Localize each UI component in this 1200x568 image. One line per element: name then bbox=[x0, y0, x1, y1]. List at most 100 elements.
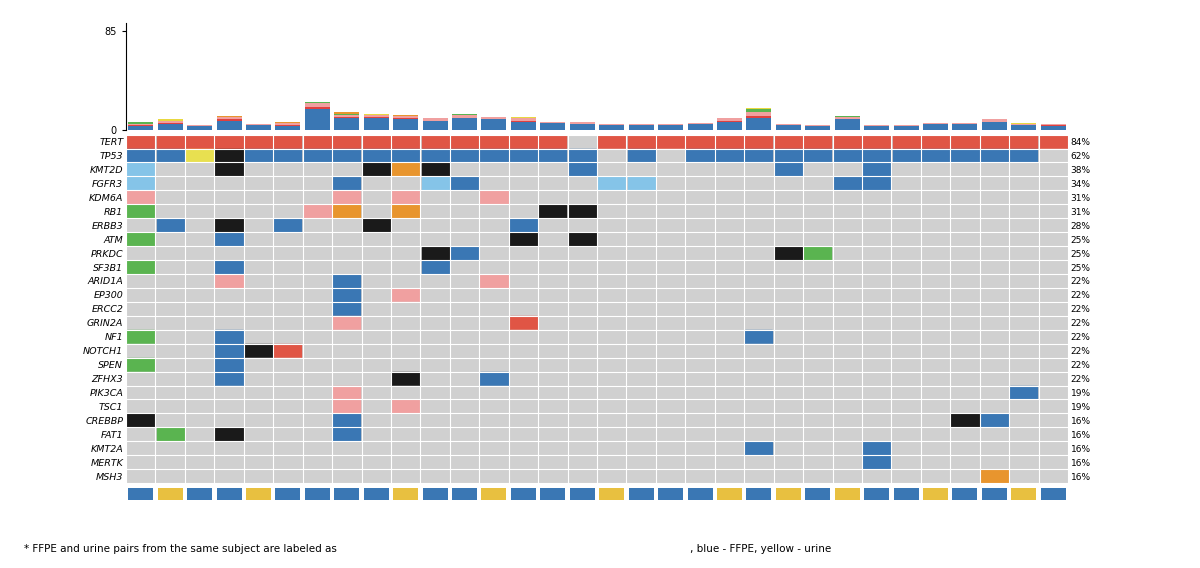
Bar bbox=[157, 442, 184, 454]
Bar bbox=[598, 261, 625, 273]
Bar bbox=[658, 163, 684, 176]
Bar bbox=[775, 316, 802, 329]
Bar bbox=[362, 149, 390, 162]
Bar bbox=[275, 470, 301, 483]
Bar bbox=[186, 205, 214, 218]
Bar bbox=[863, 247, 890, 260]
Bar bbox=[745, 149, 773, 162]
Bar bbox=[216, 289, 242, 302]
Bar bbox=[421, 289, 449, 302]
Bar bbox=[245, 428, 272, 441]
Bar bbox=[422, 118, 448, 120]
Bar bbox=[922, 261, 949, 273]
Bar bbox=[127, 177, 155, 190]
Bar bbox=[686, 135, 714, 148]
Bar bbox=[834, 442, 860, 454]
Bar bbox=[157, 344, 184, 357]
Bar bbox=[157, 233, 184, 245]
Bar bbox=[893, 331, 919, 343]
Bar bbox=[658, 386, 684, 399]
Bar bbox=[658, 470, 684, 483]
Bar bbox=[362, 191, 390, 204]
Bar bbox=[451, 274, 478, 287]
Bar bbox=[1039, 149, 1067, 162]
Bar bbox=[834, 163, 860, 176]
Bar bbox=[246, 124, 271, 126]
Bar bbox=[688, 488, 713, 500]
Bar bbox=[392, 261, 419, 273]
Bar bbox=[245, 289, 272, 302]
Bar bbox=[127, 205, 155, 218]
Bar bbox=[510, 414, 536, 427]
Bar bbox=[598, 414, 625, 427]
Bar bbox=[1012, 124, 1037, 126]
Bar bbox=[716, 289, 743, 302]
Bar bbox=[658, 177, 684, 190]
Bar bbox=[245, 233, 272, 245]
Bar bbox=[686, 149, 714, 162]
Bar bbox=[835, 119, 859, 130]
Bar bbox=[539, 247, 566, 260]
Bar bbox=[157, 316, 184, 329]
Bar bbox=[745, 163, 773, 176]
Bar bbox=[1010, 302, 1037, 315]
Bar bbox=[922, 163, 949, 176]
Bar bbox=[893, 191, 919, 204]
Bar bbox=[746, 109, 772, 112]
Bar bbox=[980, 400, 1008, 413]
Bar bbox=[1010, 344, 1037, 357]
Bar bbox=[304, 428, 331, 441]
Bar bbox=[598, 163, 625, 176]
Bar bbox=[923, 488, 948, 500]
Bar bbox=[186, 247, 214, 260]
Bar bbox=[539, 331, 566, 343]
Bar bbox=[216, 302, 242, 315]
Bar bbox=[304, 358, 331, 371]
Bar bbox=[216, 219, 242, 232]
Bar bbox=[658, 414, 684, 427]
Bar bbox=[245, 205, 272, 218]
Bar bbox=[923, 124, 948, 130]
Bar bbox=[922, 149, 949, 162]
Bar bbox=[980, 135, 1008, 148]
Bar bbox=[775, 358, 802, 371]
Bar bbox=[893, 233, 919, 245]
Bar bbox=[539, 233, 566, 245]
Bar bbox=[304, 316, 331, 329]
Bar bbox=[804, 414, 832, 427]
Bar bbox=[481, 117, 506, 119]
Bar bbox=[569, 400, 596, 413]
Bar bbox=[157, 488, 182, 500]
Bar bbox=[952, 331, 978, 343]
Bar bbox=[598, 302, 625, 315]
Bar bbox=[539, 358, 566, 371]
Bar bbox=[157, 358, 184, 371]
Bar bbox=[510, 470, 536, 483]
Bar bbox=[775, 274, 802, 287]
Bar bbox=[421, 233, 449, 245]
Bar bbox=[686, 316, 714, 329]
Bar bbox=[364, 118, 389, 130]
Bar bbox=[335, 488, 359, 500]
Bar bbox=[421, 247, 449, 260]
Bar bbox=[305, 107, 330, 109]
Bar bbox=[127, 247, 155, 260]
Bar bbox=[421, 316, 449, 329]
Bar bbox=[510, 428, 536, 441]
Bar bbox=[245, 302, 272, 315]
Bar bbox=[658, 219, 684, 232]
Bar bbox=[335, 117, 359, 118]
Bar bbox=[275, 135, 301, 148]
Bar bbox=[451, 289, 478, 302]
Bar bbox=[245, 344, 272, 357]
Bar bbox=[863, 386, 890, 399]
Bar bbox=[863, 274, 890, 287]
Bar bbox=[392, 428, 419, 441]
Bar bbox=[334, 261, 360, 273]
Bar bbox=[127, 386, 155, 399]
Bar bbox=[628, 414, 655, 427]
Bar bbox=[775, 163, 802, 176]
Bar bbox=[804, 233, 832, 245]
Bar bbox=[186, 163, 214, 176]
Bar bbox=[334, 442, 360, 454]
